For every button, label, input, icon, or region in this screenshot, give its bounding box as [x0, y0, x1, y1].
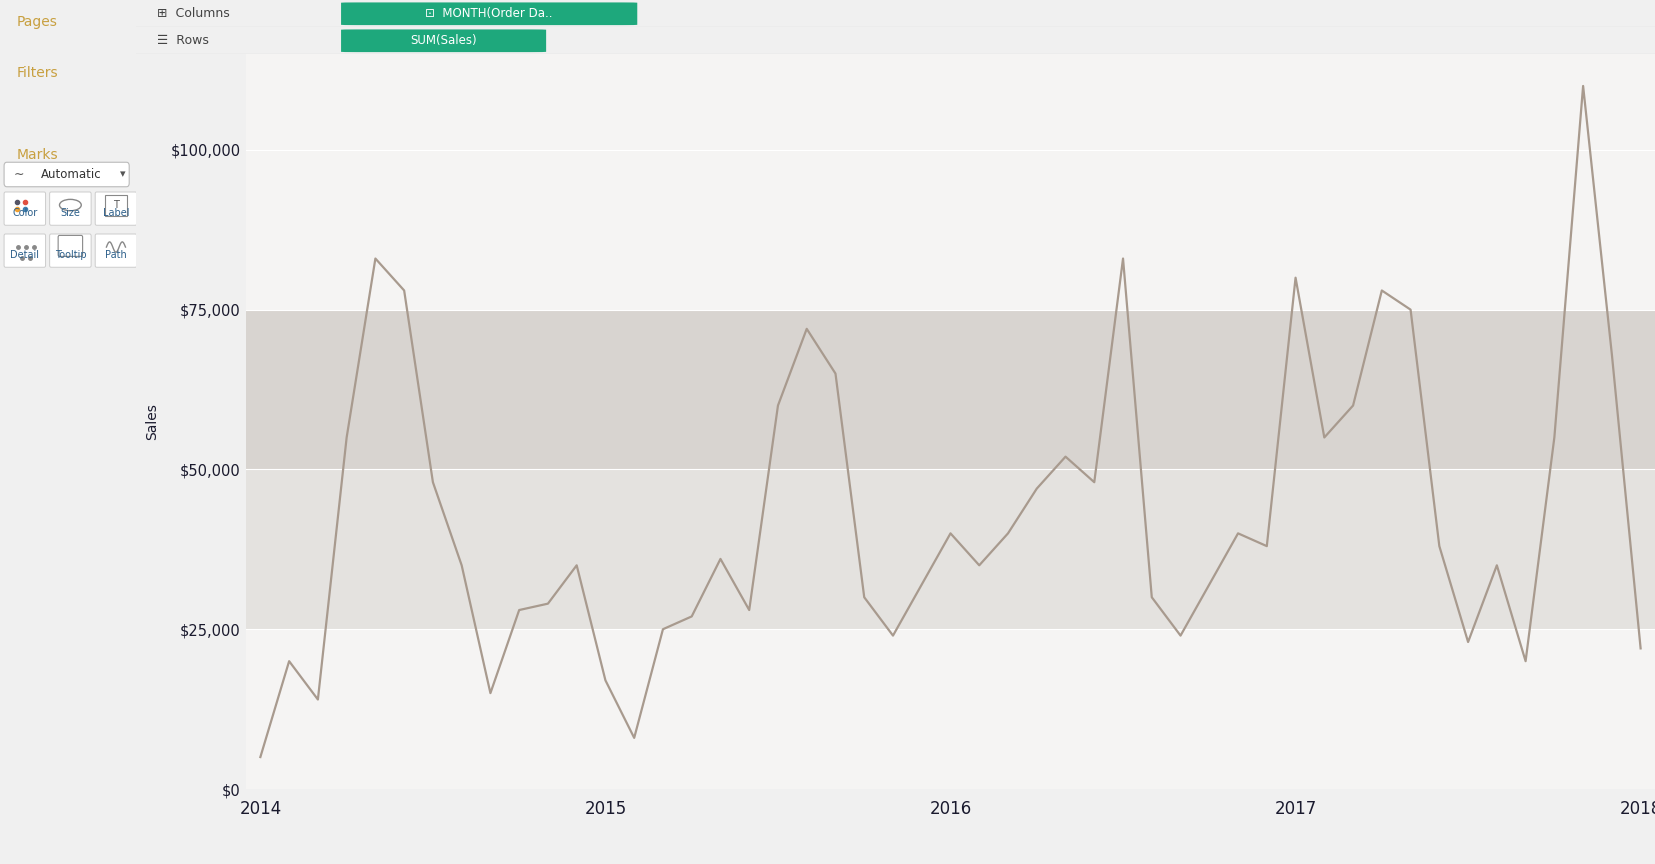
- FancyBboxPatch shape: [3, 192, 46, 226]
- Bar: [247, 309, 1655, 469]
- FancyBboxPatch shape: [96, 192, 137, 226]
- FancyBboxPatch shape: [341, 29, 546, 52]
- Text: Color: Color: [12, 208, 38, 219]
- Text: ∼: ∼: [13, 168, 25, 181]
- Text: ⊡  MONTH(Order Da..: ⊡ MONTH(Order Da..: [425, 7, 553, 20]
- Text: Marks: Marks: [17, 149, 58, 162]
- Text: Tooltip: Tooltip: [55, 251, 86, 260]
- Bar: [247, 309, 1655, 629]
- Text: Pages: Pages: [17, 15, 58, 29]
- FancyBboxPatch shape: [3, 234, 46, 267]
- Text: ☰  Rows: ☰ Rows: [157, 34, 209, 47]
- FancyBboxPatch shape: [58, 235, 83, 257]
- Text: SUM(Sales): SUM(Sales): [410, 34, 477, 47]
- Text: Automatic: Automatic: [41, 168, 101, 181]
- FancyBboxPatch shape: [50, 192, 91, 226]
- Y-axis label: Sales: Sales: [146, 403, 159, 440]
- Text: T: T: [113, 200, 119, 210]
- FancyBboxPatch shape: [341, 3, 637, 25]
- Text: ⊞  Columns: ⊞ Columns: [157, 7, 230, 20]
- Text: Detail: Detail: [10, 251, 40, 260]
- Text: ▾: ▾: [119, 169, 126, 180]
- FancyBboxPatch shape: [3, 162, 129, 187]
- Text: Filters: Filters: [17, 67, 58, 80]
- FancyBboxPatch shape: [96, 234, 137, 267]
- Text: Size: Size: [61, 208, 81, 219]
- Text: Path: Path: [104, 251, 127, 260]
- Text: Label: Label: [103, 208, 129, 219]
- FancyBboxPatch shape: [104, 194, 127, 215]
- FancyBboxPatch shape: [50, 234, 91, 267]
